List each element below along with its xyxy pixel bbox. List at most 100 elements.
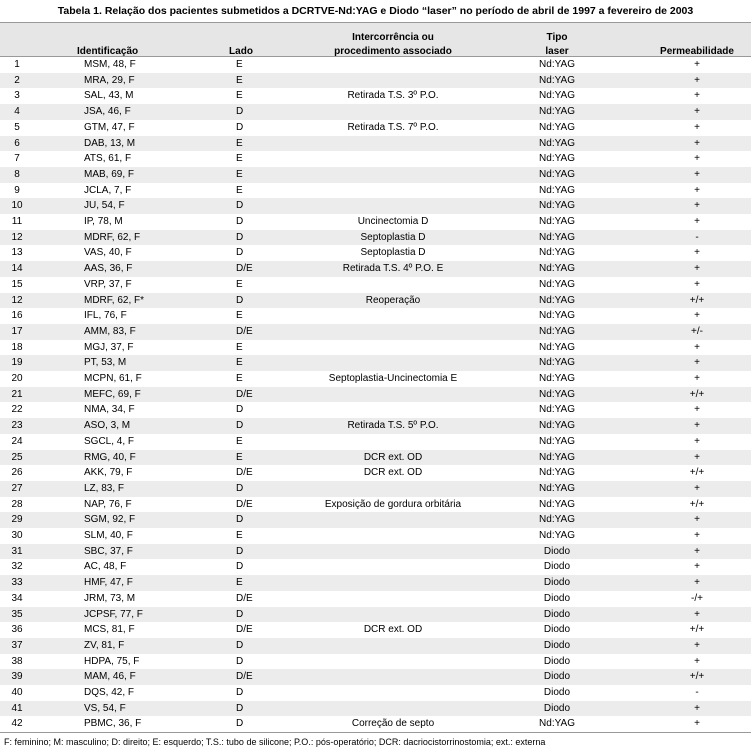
table-cell: + <box>694 357 700 369</box>
table-cell: 3 <box>14 90 20 102</box>
table-cell: JCLA, 7, F <box>84 184 132 196</box>
table-cell: 4 <box>14 106 20 118</box>
table-cell: +/+ <box>689 624 705 636</box>
table-cell: + <box>694 310 700 322</box>
table-cell: 33 <box>11 577 23 589</box>
table-cell: D <box>236 545 244 557</box>
table-cell: D/E <box>236 388 253 400</box>
table-cell: 32 <box>11 561 23 573</box>
table-cell: +/+ <box>689 671 705 683</box>
table-cell: 42 <box>11 718 23 730</box>
table-row: 7 ATS, 61, F E Nd:YAG + <box>0 151 751 167</box>
table-cell: + <box>694 420 700 432</box>
table-row: 42 PBMC, 36, F D Correção de septo Nd:YAG + <box>0 716 751 732</box>
table-cell: NMA, 34, F <box>84 404 135 416</box>
table-cell: Retirada T.S. 7º P.O. <box>347 121 439 133</box>
table-cell: Diodo <box>543 577 571 589</box>
table-row: 9 JCLA, 7, F E Nd:YAG + <box>0 183 751 199</box>
table-cell: D <box>236 294 244 306</box>
table-cell: Nd:YAG <box>539 59 575 70</box>
table-cell: +/+ <box>689 294 705 306</box>
table-cell: SLM, 40, F <box>84 530 133 541</box>
table-cell: Diodo <box>543 561 571 573</box>
table-cell: 8 <box>14 168 20 180</box>
table-cell: SAL, 43, M <box>84 90 134 102</box>
table-cell: 1 <box>14 59 20 70</box>
table-cell: D/E <box>236 467 253 479</box>
table-cell: Nd:YAG <box>539 294 575 306</box>
table-cell: 37 <box>11 639 23 651</box>
table-cell: Nd:YAG <box>539 420 575 432</box>
table-cell: JU, 54, F <box>84 200 125 212</box>
table-row: 2 MRA, 29, F E Nd:YAG + <box>0 72 751 89</box>
table-cell: DCR ext. OD <box>363 467 423 479</box>
table-cell: Nd:YAG <box>539 435 575 447</box>
table-cell: +/- <box>691 325 703 337</box>
table-cell: Nd:YAG <box>539 357 575 369</box>
table-row: 29 SGM, 92, F D Nd:YAG + <box>0 512 751 528</box>
table-cell: D/E <box>236 592 253 604</box>
table-cell: D <box>236 106 244 118</box>
table-cell: E <box>236 530 243 541</box>
table-cell: MSM, 48, F <box>84 59 136 70</box>
table-cell: Retirada T.S. 5º P.O. <box>347 420 439 432</box>
table-cell: Nd:YAG <box>539 106 575 118</box>
table-cell: 11 <box>11 216 23 227</box>
table-row: 21 MEFC, 69, F D/E Nd:YAG +/+ <box>0 386 751 403</box>
table-cell: MRA, 29, F <box>84 74 135 86</box>
table-cell: D <box>236 231 244 243</box>
table-cell: + <box>694 106 700 118</box>
table-cell: Nd:YAG <box>539 184 575 196</box>
table-cell: Nd:YAG <box>539 467 575 479</box>
column-header: Identificação <box>77 46 139 57</box>
table-cell: Diodo <box>543 639 571 651</box>
table-cell: Retirada T.S. 4º P.O. E <box>342 263 444 275</box>
table-cell: D/E <box>236 498 253 510</box>
table-cell: E <box>236 137 243 149</box>
table-cell: + <box>694 655 700 667</box>
table-cell: D <box>236 514 244 526</box>
table-cell: 30 <box>11 530 23 541</box>
table-cell: E <box>236 153 243 165</box>
table-cell: Nd:YAG <box>539 90 575 102</box>
table-cell: E <box>236 90 243 102</box>
table-row: 36 MCS, 81, F D/E DCR ext. OD Diodo +/+ <box>0 622 751 638</box>
table-cell: 41 <box>11 702 23 714</box>
table-cell: E <box>236 278 243 290</box>
table-cell: Nd:YAG <box>539 74 575 86</box>
table-cell: 36 <box>11 624 23 636</box>
table-cell: MAM, 46, F <box>84 671 136 683</box>
table-cell: DQS, 42, F <box>84 687 135 698</box>
column-header: laser <box>545 46 569 57</box>
table-cell: + <box>694 545 700 557</box>
table-cell: D <box>236 718 244 730</box>
table-row: 23 ASO, 3, M D Retirada T.S. 5º P.O. Nd:YAG + <box>0 418 751 434</box>
table-cell: AKK, 79, F <box>84 467 133 479</box>
table-cell: 6 <box>14 137 20 149</box>
table-cell: JSA, 46, F <box>84 106 131 118</box>
table-cell: + <box>694 404 700 416</box>
table-cell: Septoplastia D <box>360 247 426 259</box>
table-cell: + <box>694 90 700 102</box>
table-cell: + <box>694 184 700 196</box>
table-cell: 17 <box>11 325 23 337</box>
table-cell: D <box>236 639 244 651</box>
table-row: 3 SAL, 43, M E Retirada T.S. 3º P.O. Nd:YAG + <box>0 88 751 104</box>
table-cell: SBC, 37, F <box>84 545 133 557</box>
table-cell: Diodo <box>543 608 571 620</box>
table-cell: D/E <box>236 671 253 683</box>
table-cell: + <box>694 530 700 541</box>
table-cell: Nd:YAG <box>539 168 575 180</box>
column-header: Intercorrência ou <box>352 32 434 43</box>
table-cell: 13 <box>11 247 23 259</box>
table-cell: + <box>694 263 700 275</box>
table-cell: LZ, 83, F <box>84 482 125 494</box>
table-cell: VRP, 37, F <box>84 278 132 290</box>
table-cell: MDRF, 62, F <box>84 231 141 243</box>
table-cell: 9 <box>14 184 20 196</box>
table-cell: Diodo <box>543 545 571 557</box>
table-cell: 35 <box>11 608 23 620</box>
table-cell: 27 <box>11 482 23 494</box>
table-row: 38 HDPA, 75, F D Diodo + <box>0 654 751 670</box>
